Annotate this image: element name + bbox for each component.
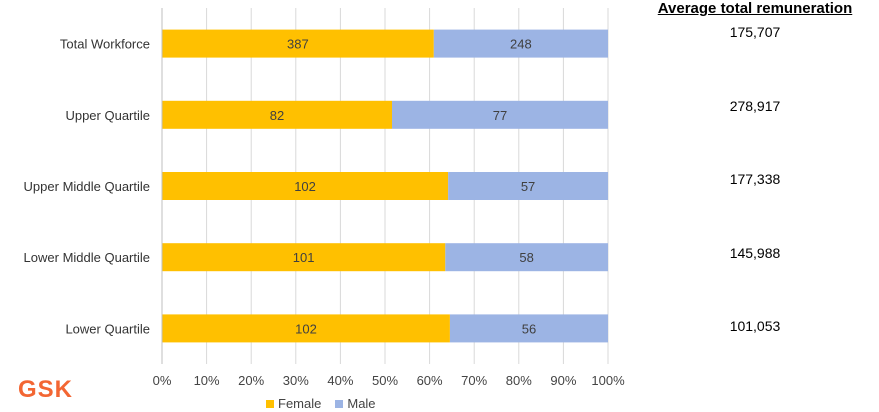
category-label-1: Upper Quartile — [65, 108, 150, 123]
remuneration-value-3: 145,988 — [729, 245, 781, 261]
data-label-female-4: 102 — [295, 321, 317, 336]
chart-legend: Female Male — [266, 396, 376, 411]
x-tick-label-0: 0% — [153, 373, 172, 388]
legend-label-female: Female — [278, 396, 322, 411]
remuneration-value-0: 175,707 — [729, 24, 781, 40]
category-label-0: Total Workforce — [60, 37, 150, 52]
remuneration-value-2: 177,338 — [729, 171, 781, 187]
bar-female-4 — [162, 314, 450, 343]
data-label-male-0: 248 — [510, 37, 532, 52]
data-label-female-1: 82 — [270, 108, 284, 123]
data-label-male-4: 56 — [522, 321, 536, 336]
bar-male-2 — [448, 172, 608, 200]
bar-female-0 — [162, 29, 434, 58]
legend-swatch-female — [266, 399, 274, 408]
data-label-male-3: 58 — [519, 250, 533, 265]
x-tick-label-1: 10% — [194, 373, 220, 388]
x-tick-label-9: 90% — [550, 373, 576, 388]
x-tick-label-7: 70% — [461, 373, 487, 388]
bar-male-4 — [449, 314, 608, 343]
x-tick-label-4: 40% — [327, 373, 353, 388]
legend-label-male: Male — [347, 396, 376, 411]
gsk-logo: GSK — [18, 376, 74, 403]
bar-female-3 — [162, 243, 446, 272]
remuneration-value-1: 278,917 — [729, 98, 781, 114]
category-label-2: Upper Middle Quartile — [24, 179, 150, 194]
x-tick-label-8: 80% — [506, 373, 532, 388]
category-label-3: Lower Middle Quartile — [24, 250, 150, 265]
data-label-female-0: 387 — [287, 37, 309, 52]
data-label-female-2: 102 — [294, 179, 316, 194]
bar-female-2 — [162, 172, 449, 200]
bar-male-1 — [392, 100, 608, 129]
x-tick-label-2: 20% — [238, 373, 264, 388]
x-tick-label-5: 50% — [372, 373, 398, 388]
bar-female-1 — [162, 100, 393, 129]
remuneration-value-4: 101,053 — [729, 318, 781, 334]
data-label-male-1: 77 — [493, 108, 507, 123]
bar-male-0 — [433, 29, 608, 58]
x-tick-label-10: 100% — [591, 373, 625, 388]
data-label-male-2: 57 — [521, 179, 535, 194]
category-label-4: Lower Quartile — [65, 321, 150, 336]
data-label-female-3: 101 — [293, 250, 315, 265]
x-tick-label-3: 30% — [283, 373, 309, 388]
bar-male-3 — [445, 243, 608, 272]
legend-swatch-male — [335, 399, 344, 408]
remuneration-title: Average total remuneration — [657, 0, 853, 17]
x-tick-label-6: 60% — [417, 373, 443, 388]
